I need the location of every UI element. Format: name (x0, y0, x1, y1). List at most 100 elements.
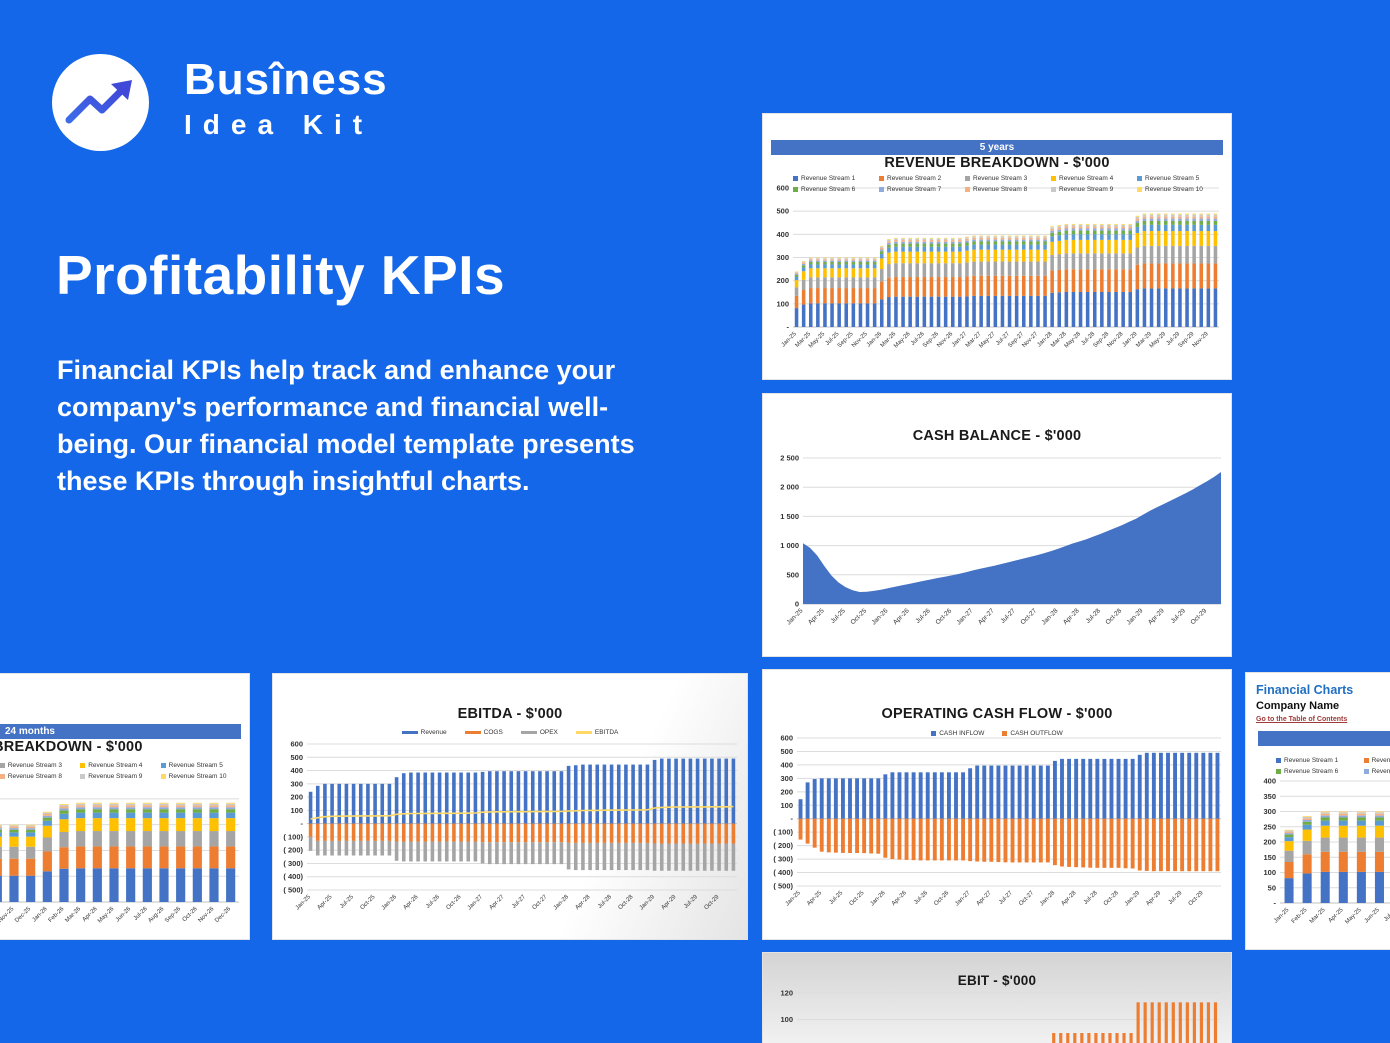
legend-label: Revenue Stream 4 (1059, 175, 1114, 182)
svg-text:Oct-29: Oct-29 (1188, 890, 1205, 907)
svg-text:500: 500 (290, 753, 303, 762)
brand-name: Busîness Idea Kit (184, 58, 388, 139)
revenue-breakdown-sheet-chart: 400 350 300 250 200 150 100 50 - Jan-25 Feb-25 Mar-… (1246, 773, 1390, 943)
svg-text:Oct-26: Oct-26 (933, 890, 950, 907)
legend-item: CASH INFLOW (931, 730, 984, 737)
legend-label: Revenue Stream 8 (973, 186, 1028, 193)
svg-text:Nov-28: Nov-28 (1107, 331, 1125, 349)
legend-swatch (879, 187, 884, 192)
legend-label: Revenue Stream 7 (1371, 768, 1390, 775)
svg-text:Feb-25: Feb-25 (1291, 907, 1309, 925)
chart-title: REVENUE BREAKDOWN - $'000 (884, 155, 1110, 171)
svg-text:Apr-27: Apr-27 (976, 890, 993, 907)
legend-label: Revenue Stream 10 (168, 773, 227, 780)
period-header-bar: 24 months (0, 724, 241, 739)
svg-text:Nov-29: Nov-29 (1192, 331, 1210, 349)
legend-item: Revenue Stream 1 (793, 175, 879, 182)
svg-text:100: 100 (780, 1015, 793, 1024)
svg-text:Oct-29: Oct-29 (1189, 607, 1208, 626)
ebitda-chart: 600 500 400 300 200 100 - ( 100) ( 200) ( 300) ( 4… (273, 734, 747, 936)
svg-text:100: 100 (776, 299, 789, 308)
svg-text:Jul-28: Jul-28 (1085, 607, 1103, 625)
svg-text:Apr-26: Apr-26 (892, 607, 911, 626)
chart-svg: 400 350 300 250 200 150 100 50 -Jan-25 Feb-25 Mar-… (1263, 777, 1390, 926)
svg-text:Oct-27: Oct-27 (1019, 607, 1038, 626)
svg-text:Apr-28: Apr-28 (1062, 607, 1081, 626)
svg-text:May-29: May-29 (1149, 331, 1168, 350)
svg-text:May-26: May-26 (893, 331, 912, 350)
svg-text:( 400): ( 400) (283, 872, 303, 881)
svg-text:Jul-25: Jul-25 (829, 607, 847, 625)
chart-legend: Revenue COGS OPEX EBITDA (273, 729, 747, 740)
chart-title: EBIT - $'000 (957, 973, 1037, 988)
revenue-breakdown-5y-chart: 600 500 400 300 200 100- Jan-25 Mar-25 May-25 Jul… (763, 172, 1231, 377)
legend-swatch (0, 774, 5, 779)
svg-text:300: 300 (290, 779, 303, 788)
svg-text:350: 350 (1263, 792, 1276, 801)
svg-text:( 300): ( 300) (773, 855, 793, 864)
svg-text:400: 400 (776, 230, 789, 239)
svg-text:Oct-25: Oct-25 (849, 890, 866, 907)
chart-legend: Revenue Stream 1 Revenue Stream 2 Revenue … (1276, 757, 1390, 779)
svg-text:Dec-26: Dec-26 (214, 906, 232, 924)
legend-item: Revenue Stream 3 (0, 762, 80, 769)
svg-text:Oct-27: Oct-27 (532, 894, 549, 911)
page-description: Financial KPIs help track and enhance yo… (57, 355, 635, 496)
svg-text:Apr-25: Apr-25 (807, 607, 826, 626)
svg-text:200: 200 (776, 276, 789, 285)
legend-label: Revenue Stream 3 (7, 762, 63, 769)
svg-text:Apr-25: Apr-25 (806, 890, 823, 907)
svg-text:Jan-29: Jan-29 (1126, 607, 1145, 626)
legend-swatch (80, 774, 86, 779)
svg-text:-: - (787, 323, 790, 332)
legend-label: CASH INFLOW (939, 730, 985, 737)
chart-legend: Revenue Stream 1 Revenue Stream 2 Revenue … (793, 175, 1223, 197)
cash-balance-card: CASH BALANCE - $'000 2 500 2 000 1 500 1 00… (762, 393, 1232, 657)
period-header-bar: 5 years (771, 140, 1223, 155)
legend-label: Revenue (420, 729, 447, 736)
svg-text:Jul-25: Jul-25 (829, 890, 845, 906)
svg-text:600: 600 (780, 734, 793, 743)
legend-label: Revenue Stream 2 (1371, 757, 1390, 764)
svg-text:Jul-26: Jul-26 (913, 890, 929, 906)
svg-text:Jan-27: Jan-27 (467, 894, 485, 912)
legend-swatch (1051, 176, 1056, 181)
svg-text:1 000: 1 000 (780, 541, 799, 550)
svg-text:200: 200 (290, 793, 303, 802)
legend-item: Revenue Stream 8 (0, 773, 80, 780)
svg-text:( 300): ( 300) (283, 859, 303, 868)
legend-label: Revenue Stream 2 (887, 175, 942, 182)
legend-swatch (1276, 758, 1281, 763)
legend-item: Revenue Stream 4 (80, 762, 160, 769)
ebitda-card: EBITDA - $'000 Revenue COGS OPEX EBITDA 600… (272, 673, 748, 940)
svg-text:Jul-28: Jul-28 (1083, 890, 1099, 906)
svg-text:600: 600 (290, 740, 303, 749)
cash-balance-chart: 2 500 2 000 1 500 1 000 500 0 Jan-25 Apr-25 Jul-… (763, 450, 1231, 650)
svg-text:150: 150 (1263, 853, 1276, 862)
operating-cash-flow-chart: 600 500 400 300 200 100 - ( 100) ( 200) ( 300) ( 4… (763, 730, 1231, 926)
svg-text:Apr-25: Apr-25 (317, 894, 334, 911)
chart-svg: 400300200100-Jan-25Feb-25Mar-25Apr-25May… (0, 798, 239, 925)
legend-item: Revenue Stream 5 (1137, 175, 1223, 182)
legend-item: Revenue Stream 6 (793, 186, 879, 193)
legend-label: Revenue Stream 9 (88, 773, 143, 780)
svg-text:2 500: 2 500 (780, 454, 799, 463)
svg-text:Jul-29: Jul-29 (1170, 607, 1188, 625)
svg-text:Jul-25: Jul-25 (1383, 907, 1390, 923)
svg-text:( 100): ( 100) (773, 828, 793, 837)
legend-swatch (1276, 769, 1281, 774)
table-of-contents-link[interactable]: Go to the Table of Contents (1256, 716, 1348, 723)
svg-text:( 200): ( 200) (283, 846, 303, 855)
legend-label: Revenue Stream 6 (1284, 768, 1339, 775)
svg-text:Apr-26: Apr-26 (403, 894, 420, 911)
period-header-bar (1258, 731, 1390, 746)
legend-item: Revenue Stream 1 (1276, 757, 1364, 764)
svg-text:80: 80 (785, 1042, 793, 1043)
legend-item: Revenue Stream 2 (1363, 757, 1390, 764)
legend-item: Revenue Stream 10 (1137, 186, 1223, 193)
chart-svg: 600 500 400 300 200 100 - ( 100) ( 200) ( 300) ( 4… (773, 734, 1221, 907)
svg-text:( 400): ( 400) (773, 868, 793, 877)
legend-swatch (793, 187, 798, 192)
svg-text:Oct-26: Oct-26 (934, 607, 953, 626)
revenue-breakdown-24m-chart: 400300200100-Jan-25Feb-25Mar-25Apr-25May… (0, 780, 249, 938)
